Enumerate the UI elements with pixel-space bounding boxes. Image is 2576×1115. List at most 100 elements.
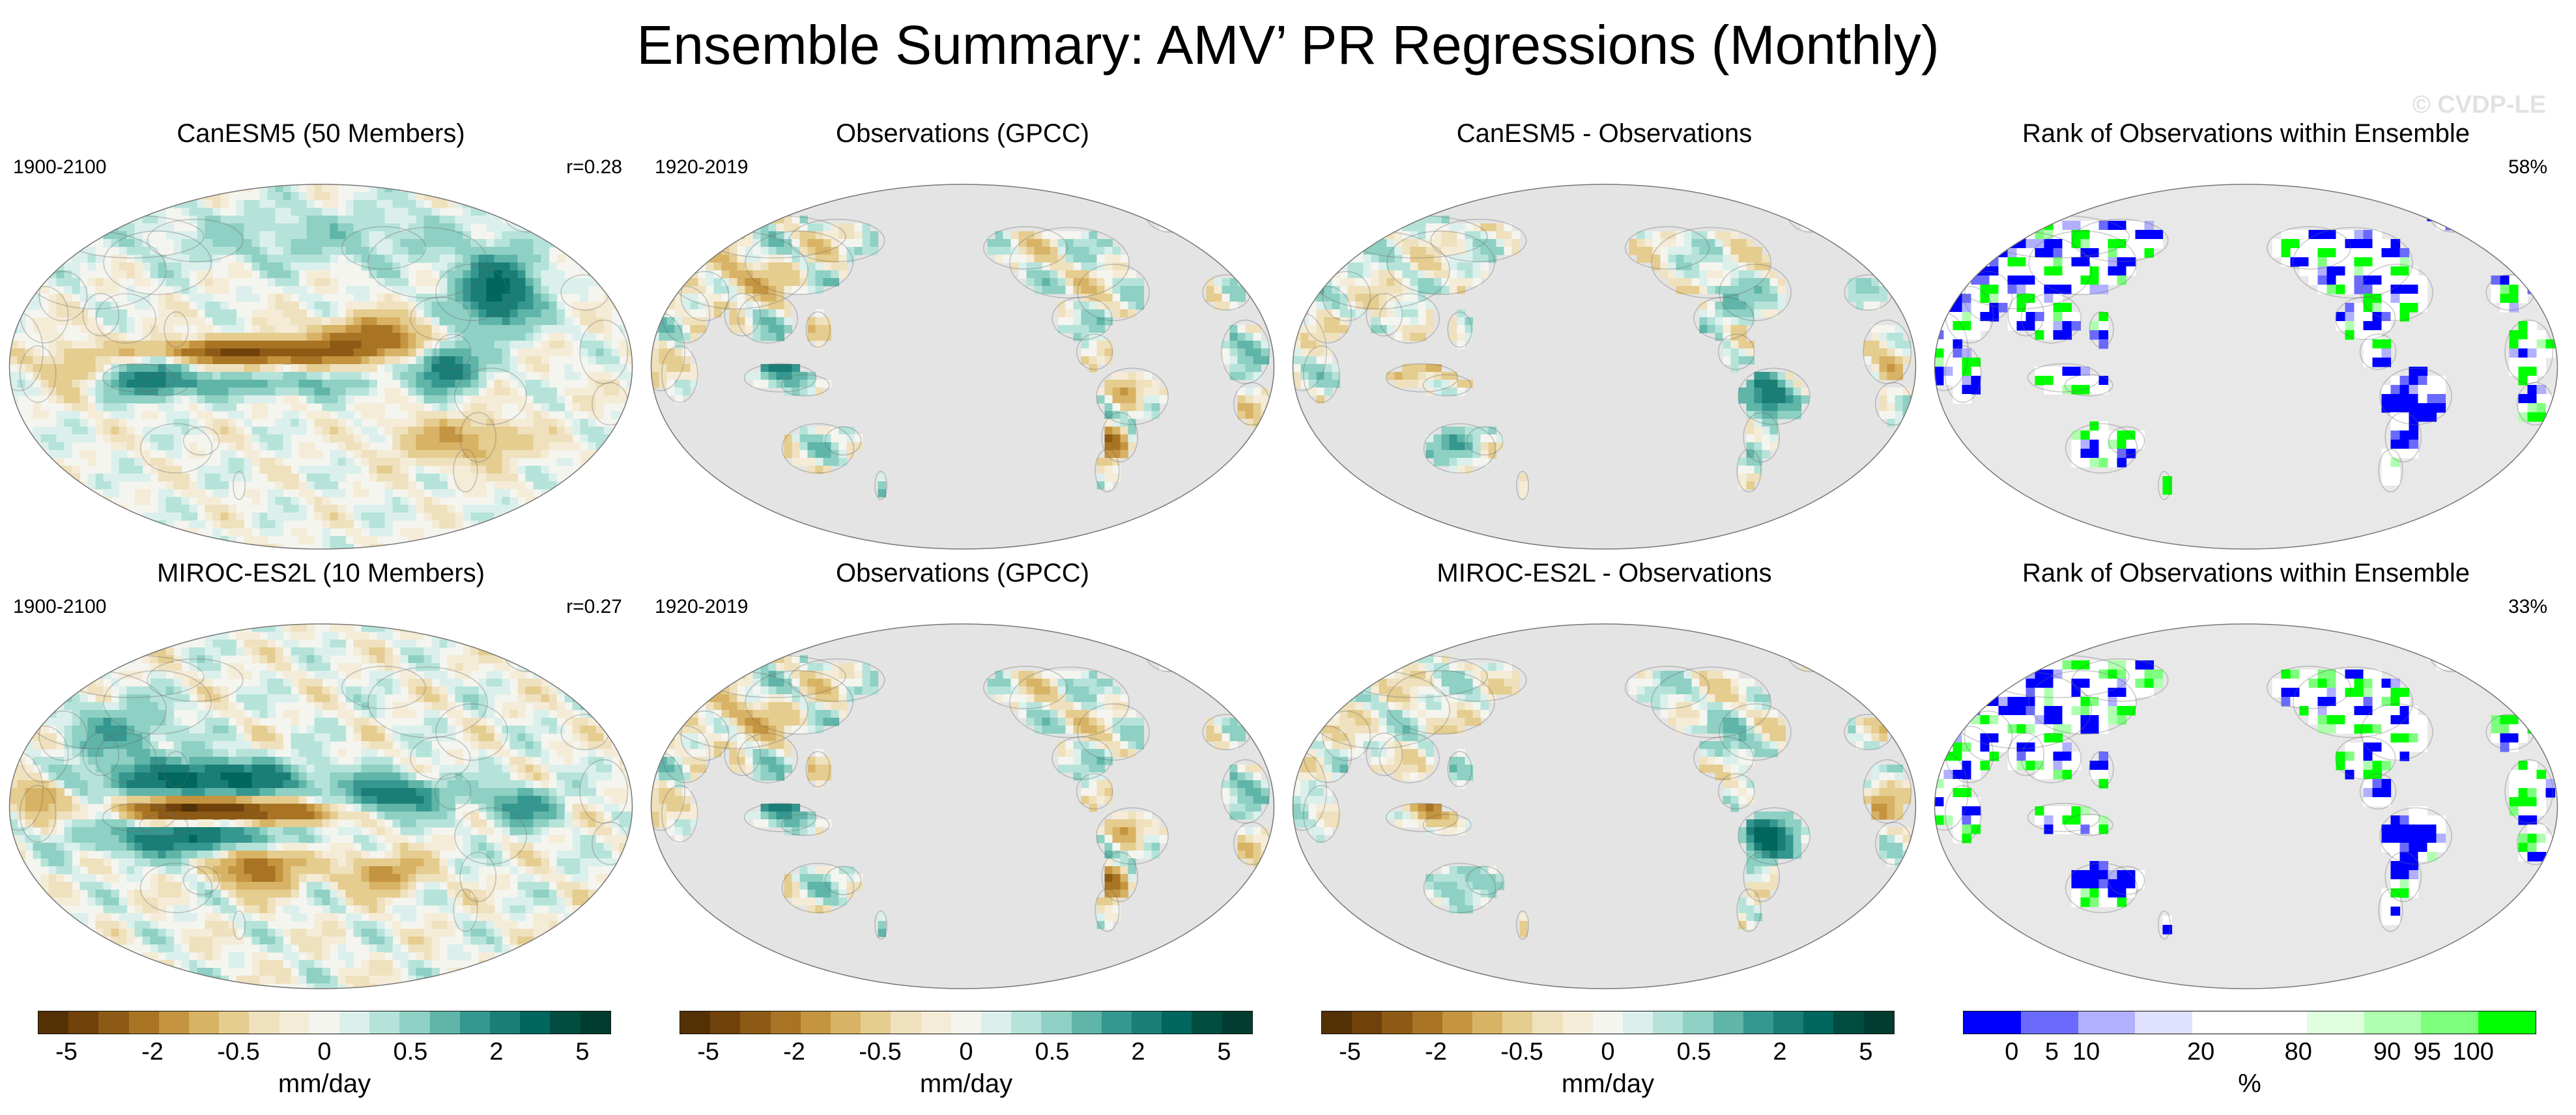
map-outline <box>1934 623 2558 989</box>
colorbar-swatch <box>1322 1011 1352 1034</box>
colorbar-swatch <box>2306 1011 2364 1034</box>
panel-canesm5-model: CanESM5 (50 Members) 1900-2100 r=0.28 <box>0 117 642 552</box>
map-canesm5-difference <box>1292 184 1917 550</box>
colorbar-swatch <box>1532 1011 1563 1034</box>
colorbar-tick-label: 0 <box>2005 1038 2019 1066</box>
colorbar-swatch <box>1683 1011 1713 1034</box>
colorbar-swatches <box>38 1011 611 1034</box>
panel-rank-miroc: Rank of Observations within Ensemble 33% <box>1925 557 2567 992</box>
colorbar-tick-label: 0.5 <box>1035 1038 1070 1066</box>
colorbar-tick-label: -5 <box>697 1038 719 1066</box>
colorbar-unit: % <box>2238 1069 2261 1098</box>
map-field <box>651 640 1270 937</box>
colorbar-swatch <box>309 1011 340 1034</box>
colorbar-swatch <box>68 1011 99 1034</box>
period-label: 1900-2100 <box>13 596 107 617</box>
colorbar-tick-label: 10 <box>2072 1038 2100 1066</box>
map-rank-miroc <box>1934 623 2558 989</box>
map-outline <box>1934 184 2558 550</box>
colorbar-swatch <box>740 1011 771 1034</box>
colorbar-swatch <box>891 1011 921 1034</box>
watermark: © CVDP-LE <box>2412 91 2546 119</box>
colorbar-swatch <box>1743 1011 1774 1034</box>
colorbar-tick-label: 100 <box>2452 1038 2494 1066</box>
colorbar-swatch <box>520 1011 551 1034</box>
colorbar-tick-label: -2 <box>141 1038 164 1066</box>
map-miroc-regression <box>8 623 633 989</box>
colorbar-swatch <box>1162 1011 1192 1034</box>
rank-percent-label: 58% <box>2508 156 2547 178</box>
colorbar-swatch <box>1803 1011 1834 1034</box>
colorbar-swatch <box>800 1011 831 1034</box>
colorbar-tick-label: -2 <box>1425 1038 1447 1066</box>
colorbar-tick-label: 5 <box>2044 1038 2059 1066</box>
map-field <box>1934 203 2556 495</box>
map-observations-regression <box>650 184 1275 550</box>
map-outline <box>1292 623 1917 989</box>
colorbar-tick-label: 0 <box>1601 1038 1615 1066</box>
colorbar-swatch <box>2249 1011 2307 1034</box>
period-label: 1920-2019 <box>655 156 749 178</box>
colorbar-swatch <box>279 1011 309 1034</box>
colorbar-tick-label: 95 <box>2413 1038 2441 1066</box>
panel-rank-canesm5: Rank of Observations within Ensemble 58% <box>1925 117 2567 552</box>
colorbar-tick-label: -5 <box>55 1038 78 1066</box>
panel-title: CanESM5 (50 Members) <box>177 119 465 148</box>
colorbar-tick-label: 0.5 <box>1676 1038 1711 1066</box>
panel-title: Rank of Observations within Ensemble <box>2022 119 2470 148</box>
colorbar-swatch <box>1011 1011 1042 1034</box>
colorbar-swatch <box>1222 1011 1252 1034</box>
colorbar-observations: mm/day -5 -2 -0.5 0 0.5 2 5 <box>680 1011 1253 1102</box>
map-outline <box>8 184 633 550</box>
colorbar-swatch <box>1132 1011 1162 1034</box>
colorbar-swatch <box>1592 1011 1624 1034</box>
colorbar-tick-label: -0.5 <box>217 1038 260 1066</box>
colorbar-swatch <box>1863 1011 1894 1034</box>
colorbar-difference: mm/day -5 -2 -0.5 0 0.5 2 5 <box>1321 1011 1895 1102</box>
colorbar-unit: mm/day <box>278 1069 371 1098</box>
colorbar-swatch <box>1101 1011 1132 1034</box>
colorbar-swatch <box>710 1011 741 1034</box>
figure-title: Ensemble Summary: AMV’ PR Regressions (M… <box>637 14 1939 76</box>
period-label: 1920-2019 <box>655 596 749 617</box>
map-rank-canesm5 <box>1934 184 2558 550</box>
colorbar-tick-label: 20 <box>2187 1038 2215 1066</box>
colorbar-swatch <box>1442 1011 1473 1034</box>
panel-title: Observations (GPCC) <box>836 119 1089 148</box>
map-canesm5-regression <box>8 184 633 550</box>
panel-title: MIROC-ES2L - Observations <box>1437 559 1772 587</box>
panel-title: Rank of Observations within Ensemble <box>2022 559 2470 587</box>
panel-observations-gpcc-2: Observations (GPCC) 1920-2019 <box>642 557 1283 992</box>
colorbar-tick-label: -2 <box>783 1038 805 1066</box>
rank-percent-label: 33% <box>2508 596 2547 617</box>
pattern-correlation-label: r=0.27 <box>566 596 622 617</box>
map-outline <box>650 623 1275 989</box>
panel-miroc-model: MIROC-ES2L (10 Members) 1900-2100 r=0.27 <box>0 557 642 992</box>
colorbar-swatch <box>2364 1011 2422 1034</box>
colorbar-tick-label: -0.5 <box>859 1038 902 1066</box>
period-label: 1900-2100 <box>13 156 107 178</box>
colorbar-unit: mm/day <box>919 1069 1013 1098</box>
colorbar-tick-label: 5 <box>575 1038 590 1066</box>
colorbar-swatch <box>399 1011 430 1034</box>
pattern-correlation-label: r=0.28 <box>566 156 622 178</box>
colorbar-swatch <box>2421 1011 2479 1034</box>
map-outline <box>650 184 1275 550</box>
colorbar-swatch <box>189 1011 220 1034</box>
map-field <box>1293 640 1911 937</box>
colorbar-tick-label: 80 <box>2284 1038 2312 1066</box>
colorbar-swatches <box>1963 1011 2536 1034</box>
colorbar-swatch <box>680 1011 711 1034</box>
colorbar-tick-label: 0 <box>959 1038 973 1066</box>
colorbar-swatch <box>2478 1011 2536 1034</box>
colorbar-swatch <box>128 1011 159 1034</box>
map-outline <box>8 623 633 989</box>
colorbar-swatch <box>98 1011 129 1034</box>
panel-canesm5-minus-obs: CanESM5 - Observations <box>1283 117 1925 552</box>
map-outline <box>1292 184 1917 550</box>
colorbar-swatch <box>1773 1011 1804 1034</box>
panel-observations-gpcc: Observations (GPCC) 1920-2019 <box>642 117 1283 552</box>
colorbar-swatch <box>1653 1011 1683 1034</box>
colorbar-swatch <box>1713 1011 1743 1034</box>
colorbar-swatches <box>1321 1011 1895 1034</box>
